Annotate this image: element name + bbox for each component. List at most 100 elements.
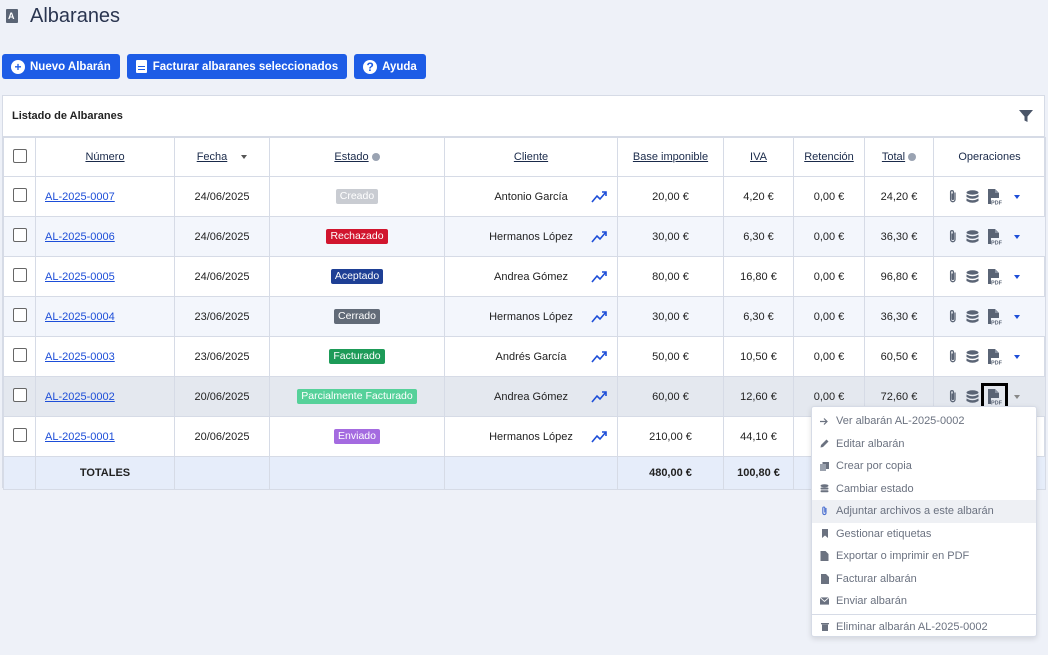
dropdown-item[interactable]: Cambiar estado <box>812 478 1036 501</box>
chevron-down-icon[interactable] <box>1014 394 1020 399</box>
pdf-icon[interactable]: PDF <box>987 188 1002 205</box>
help-button[interactable]: ? Ayuda <box>354 54 426 79</box>
header-retencion[interactable]: Retención <box>793 137 865 177</box>
invoice-selected-button[interactable]: Facturar albaranes seleccionados <box>126 54 348 79</box>
row-checkbox[interactable] <box>12 268 27 282</box>
row-checkbox[interactable] <box>12 308 27 322</box>
header-total-label[interactable]: Total <box>881 151 906 163</box>
new-albaran-button[interactable]: + Nuevo Albarán <box>2 54 120 79</box>
dropdown-item[interactable]: Facturar albarán <box>812 568 1036 591</box>
header-cliente-label[interactable]: Cliente <box>513 151 549 163</box>
row-checkbox[interactable] <box>12 428 27 442</box>
dropdown-item[interactable]: Ver albarán AL-2025-0002 <box>812 410 1036 433</box>
select-all-checkbox[interactable] <box>12 148 27 163</box>
header-base-label[interactable]: Base imponible <box>632 151 709 163</box>
paperclip-icon[interactable] <box>948 309 958 324</box>
table-row[interactable]: AL-2025-0004 23/06/2025 Cerrado Hermanos Ló… <box>3 296 1046 337</box>
fecha-cell: 20/06/2025 <box>174 416 270 457</box>
trend-chart-icon[interactable] <box>591 390 607 403</box>
table-row[interactable]: AL-2025-0006 24/06/2025 Rechazado Hermanos … <box>3 216 1046 257</box>
albaran-number-link[interactable]: AL-2025-0007 <box>45 190 115 203</box>
header-numero-label[interactable]: Número <box>85 151 125 163</box>
pdf-icon[interactable]: PDF <box>987 268 1002 285</box>
table-row[interactable]: AL-2025-0007 24/06/2025 Creado Antonio Garc… <box>3 176 1046 217</box>
pdf-icon[interactable]: PDF <box>987 348 1002 365</box>
pdf-icon[interactable]: PDF <box>987 308 1002 325</box>
header-iva-label[interactable]: IVA <box>750 151 767 163</box>
trend-chart-icon[interactable] <box>591 190 607 203</box>
dropdown-item[interactable]: Editar albarán <box>812 433 1036 456</box>
paperclip-icon[interactable] <box>948 349 958 364</box>
header-base[interactable]: Base imponible <box>617 137 724 177</box>
pdf-icon <box>820 551 829 562</box>
envelope-icon <box>820 597 829 606</box>
row-checkbox[interactable] <box>12 188 27 202</box>
paperclip-icon[interactable] <box>948 229 958 244</box>
row-checkbox[interactable] <box>12 348 27 362</box>
header-fecha[interactable]: Fecha <box>174 137 270 177</box>
iva-cell: 10,50 € <box>723 336 794 377</box>
albaranes-panel: Listado de Albaranes Número Fecha Estado… <box>2 95 1046 490</box>
row-checkbox[interactable] <box>12 228 27 242</box>
dropdown-item[interactable]: Crear por copia <box>812 455 1036 478</box>
totals-base: 480,00 € <box>617 456 724 490</box>
paperclip-icon[interactable] <box>948 389 958 404</box>
fecha-cell: 24/06/2025 <box>174 256 270 297</box>
database-icon[interactable] <box>966 269 979 284</box>
pdf-icon[interactable]: PDF <box>987 228 1002 245</box>
delete-albaran-item[interactable]: Eliminar albarán AL-2025-0002 <box>812 616 1036 639</box>
header-total[interactable]: Total <box>864 137 934 177</box>
fecha-cell: 24/06/2025 <box>174 176 270 217</box>
trend-chart-icon[interactable] <box>591 270 607 283</box>
plus-circle-icon: + <box>11 59 25 74</box>
dropdown-item-label: Gestionar etiquetas <box>836 527 932 540</box>
paperclip-icon[interactable] <box>948 189 958 204</box>
status-badge: Parcialmente Facturado <box>297 389 417 404</box>
table-row[interactable]: AL-2025-0002 20/06/2025 Parcialmente Factu… <box>3 376 1046 417</box>
header-fecha-label[interactable]: Fecha <box>196 151 228 163</box>
chevron-down-icon[interactable] <box>1014 194 1020 199</box>
table-row[interactable]: AL-2025-0005 24/06/2025 Aceptado Andrea Góm… <box>3 256 1046 297</box>
dropdown-item[interactable]: Gestionar etiquetas <box>812 523 1036 546</box>
trend-chart-icon[interactable] <box>591 430 607 443</box>
paperclip-icon[interactable] <box>948 269 958 284</box>
albaran-number-link[interactable]: AL-2025-0003 <box>45 350 115 363</box>
albaran-number-link[interactable]: AL-2025-0001 <box>45 430 115 443</box>
header-estado-label[interactable]: Estado <box>334 151 369 163</box>
row-checkbox[interactable] <box>12 388 27 402</box>
dropdown-item[interactable]: Enviar albarán <box>812 590 1036 613</box>
albaran-number-link[interactable]: AL-2025-0004 <box>45 310 115 323</box>
trend-chart-icon[interactable] <box>591 230 607 243</box>
select-all-cell <box>3 137 36 177</box>
filter-icon[interactable] <box>1018 108 1034 124</box>
albaran-number-link[interactable]: AL-2025-0005 <box>45 270 115 283</box>
database-icon[interactable] <box>966 189 979 204</box>
table-row[interactable]: AL-2025-0001 20/06/2025 Enviado Hermanos Ló… <box>3 416 1046 457</box>
svg-text:PDF: PDF <box>991 280 1002 285</box>
chevron-down-icon[interactable] <box>1014 354 1020 359</box>
database-icon[interactable] <box>966 349 979 364</box>
dropdown-item[interactable]: Adjuntar archivos a este albarán <box>812 500 1036 523</box>
chevron-down-icon[interactable] <box>1014 314 1020 319</box>
database-icon[interactable] <box>966 309 979 324</box>
dropdown-item[interactable]: Exportar o imprimir en PDF <box>812 545 1036 568</box>
header-cliente[interactable]: Cliente <box>444 137 618 177</box>
base-cell: 210,00 € <box>617 416 724 457</box>
chevron-down-icon[interactable] <box>1014 274 1020 279</box>
trend-chart-icon[interactable] <box>591 350 607 363</box>
info-icon[interactable] <box>908 153 917 162</box>
trend-chart-icon[interactable] <box>591 310 607 323</box>
header-numero[interactable]: Número <box>35 137 175 177</box>
header-retencion-label[interactable]: Retención <box>804 151 854 163</box>
pdf-icon[interactable]: PDF <box>981 382 1008 411</box>
base-cell: 50,00 € <box>617 336 724 377</box>
database-icon[interactable] <box>966 229 979 244</box>
header-estado[interactable]: Estado <box>269 137 445 177</box>
chevron-down-icon[interactable] <box>1014 234 1020 239</box>
albaran-number-link[interactable]: AL-2025-0002 <box>45 390 115 403</box>
header-iva[interactable]: IVA <box>723 137 794 177</box>
info-icon[interactable] <box>371 153 380 162</box>
albaran-number-link[interactable]: AL-2025-0006 <box>45 230 115 243</box>
database-icon[interactable] <box>966 389 979 404</box>
table-row[interactable]: AL-2025-0003 23/06/2025 Facturado Andrés Ga… <box>3 336 1046 377</box>
